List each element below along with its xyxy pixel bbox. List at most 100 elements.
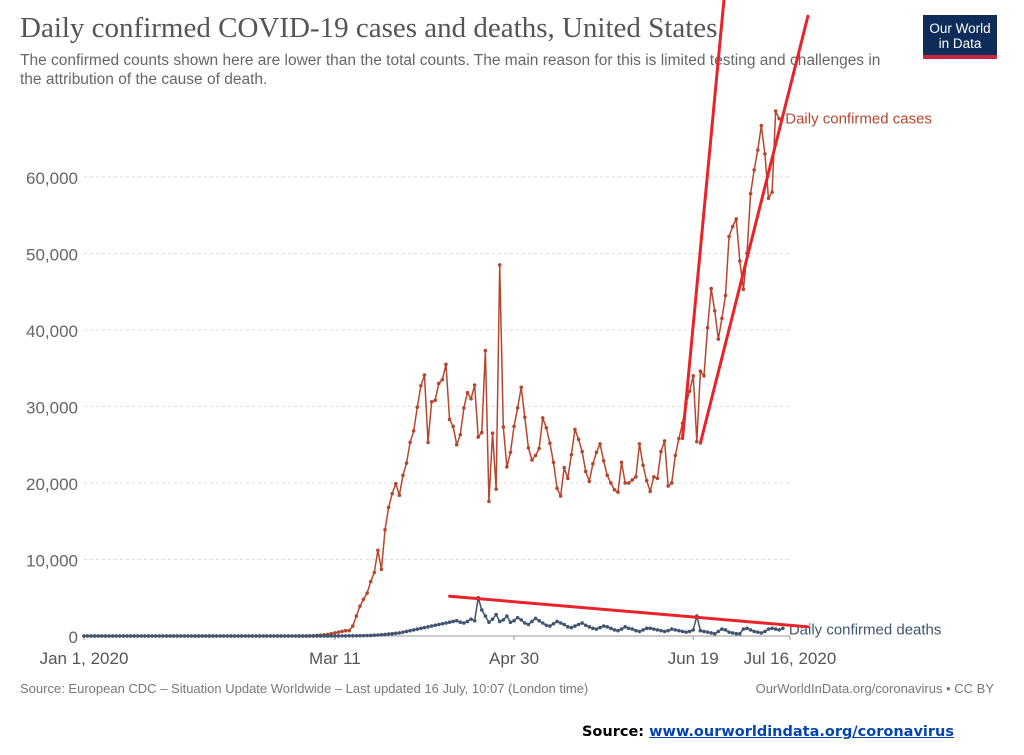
cases-point [763, 152, 767, 156]
deaths-point [379, 632, 384, 637]
deaths-point [272, 634, 276, 638]
cases-point [519, 385, 524, 390]
deaths-point [490, 617, 495, 621]
cases-point [677, 436, 681, 441]
deaths-point [705, 630, 710, 634]
source-link[interactable]: www.ourworldindata.org/coronavirus [649, 724, 954, 740]
deaths-point [171, 634, 176, 638]
cases-point [580, 449, 584, 454]
deaths-point [411, 628, 416, 632]
cases-point [634, 475, 638, 479]
deaths-point [616, 628, 620, 633]
footer-credit[interactable]: OurWorldInData.org/coronavirus • CC BY [755, 681, 994, 696]
deaths-point [383, 632, 387, 637]
cases-point [641, 463, 645, 468]
y-tick-label: 20,000 [26, 475, 78, 494]
cases-point [637, 442, 642, 446]
deaths-point [103, 634, 108, 638]
deaths-point [465, 619, 470, 624]
cases-point [494, 487, 498, 491]
cases-point [365, 591, 369, 595]
cases-point [609, 481, 613, 485]
deaths-point [716, 629, 721, 634]
deaths-point [297, 634, 301, 638]
cases-point [350, 624, 355, 628]
deaths-point [178, 634, 183, 638]
deaths-series-label: Daily confirmed deaths [789, 621, 942, 638]
deaths-point [533, 616, 538, 621]
cases-point [695, 439, 699, 444]
deaths-point [415, 627, 420, 631]
deaths-point [623, 625, 627, 629]
x-tick-label: Jun 19 [668, 649, 719, 668]
deaths-point [720, 627, 724, 631]
deaths-point [293, 634, 298, 638]
deaths-point [168, 634, 172, 638]
deaths-point [555, 619, 559, 624]
deaths-point [85, 634, 90, 638]
deaths-point [741, 627, 746, 631]
deaths-point [239, 634, 244, 638]
deaths-point [562, 622, 567, 627]
deaths-point [748, 628, 753, 632]
y-tick-label: 10,000 [26, 551, 78, 570]
deaths-point [92, 634, 97, 638]
cases-point [422, 373, 427, 377]
cases-point [444, 362, 448, 367]
cases-point [530, 458, 534, 462]
cases-point [408, 440, 412, 445]
cases-point [454, 442, 459, 447]
cases-point [480, 430, 484, 435]
deaths-point [745, 626, 749, 631]
cases-point [712, 308, 717, 313]
deaths-point [268, 634, 273, 638]
deaths-point [730, 631, 735, 635]
cases-point [773, 109, 778, 113]
cases-point [376, 548, 380, 553]
cases-point [709, 286, 713, 291]
deaths-point [619, 627, 624, 631]
deaths-point [376, 633, 380, 637]
x-tick-label: Jan 1, 2020 [40, 649, 129, 668]
deaths-point [558, 621, 563, 625]
cases-point [508, 450, 513, 455]
deaths-point [451, 619, 455, 624]
cases-point [619, 460, 624, 465]
cases-point [669, 481, 674, 485]
deaths-point [300, 634, 305, 638]
deaths-point [361, 633, 366, 638]
deaths-point [544, 623, 549, 628]
deaths-point [386, 632, 391, 636]
deaths-point [501, 618, 506, 622]
cases-point [483, 348, 488, 353]
deaths-point [551, 621, 556, 626]
deaths-point [440, 621, 445, 626]
deaths-point [487, 620, 491, 625]
deaths-point [146, 634, 151, 638]
deaths-point [587, 625, 592, 629]
deaths-point [135, 634, 140, 638]
deaths-point [107, 634, 111, 638]
cases-point [347, 628, 352, 633]
deaths-point [505, 614, 509, 618]
deaths-point [354, 633, 359, 638]
cases-point [465, 390, 470, 395]
deaths-point [243, 634, 248, 638]
cases-point [523, 415, 527, 419]
cases-point [379, 567, 384, 572]
deaths-point [644, 626, 649, 631]
cases-point [361, 597, 366, 602]
deaths-point [530, 619, 534, 624]
deaths-point [401, 630, 405, 634]
deaths-point [426, 625, 430, 629]
deaths-point [132, 634, 136, 638]
deaths-point [343, 634, 348, 638]
deaths-point [340, 634, 344, 638]
deaths-point [286, 634, 291, 638]
deaths-point [508, 620, 513, 625]
cases-point [734, 217, 739, 221]
deaths-point [709, 631, 713, 635]
cases-point [433, 398, 438, 403]
owid-logo[interactable]: Our World in Data [923, 15, 997, 59]
cases-point [401, 473, 405, 478]
